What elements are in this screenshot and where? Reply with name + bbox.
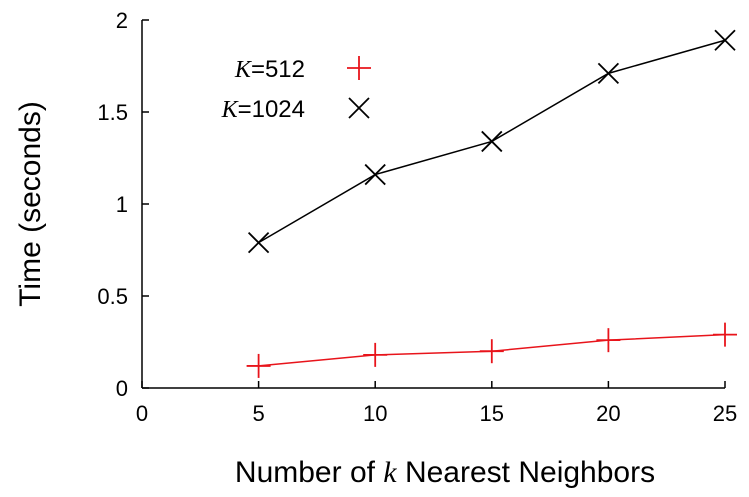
legend-label-value: =512 (251, 56, 305, 83)
data-point-k-512 (246, 353, 271, 378)
legend-label-var: K (234, 57, 253, 83)
legend-label-value: =1024 (238, 96, 305, 123)
x-tick-label: 25 (713, 401, 737, 426)
y-tick-label: 0.5 (97, 284, 128, 309)
axis-ticks: 0 5 10 15 20 25 0 0.5 1 1.5 2 (97, 8, 737, 426)
data-point-k-1024 (247, 232, 270, 254)
x-axis-title: Number of k Nearest Neighbors (235, 456, 655, 489)
data-point-k-512 (479, 339, 504, 364)
y-axis-title: Time (seconds) (14, 101, 47, 307)
data-point-k-1024 (714, 29, 736, 51)
data-point-k-512 (596, 328, 621, 353)
x-axis-title-part-2: Nearest Neighbors (397, 456, 655, 489)
x-tick-label: 5 (252, 401, 264, 426)
x-axis-title-part-1: Number of (235, 456, 383, 489)
series-k-1024 (247, 29, 736, 254)
x-tick-label: 0 (136, 401, 148, 426)
data-point-k-1024 (364, 163, 386, 186)
legend-label: K=512 (234, 56, 305, 83)
x-tick-label: 10 (363, 401, 387, 426)
series-k-512 (246, 322, 737, 378)
legend-label: K=1024 (221, 96, 305, 123)
data-point-k-512 (363, 342, 388, 367)
data-point-k-1024 (597, 62, 620, 84)
data-point-k-512 (713, 322, 737, 347)
data-point-k-1024 (481, 130, 503, 153)
legend-label-var: K (221, 97, 240, 123)
legend-entry-k-1024: K=1024 (221, 96, 370, 123)
y-tick-label: 2 (116, 8, 128, 33)
legend-marker-k-512 (347, 56, 371, 80)
legend-marker-k-1024 (348, 97, 370, 119)
y-tick-label: 1.5 (97, 100, 128, 125)
series-layer (246, 29, 737, 378)
y-tick-label: 1 (116, 192, 128, 217)
x-tick-label: 15 (480, 401, 504, 426)
plot-axes (141, 20, 725, 389)
x-axis-title-k: k (383, 456, 397, 489)
x-tick-label: 20 (596, 401, 620, 426)
y-tick-label: 0 (116, 376, 128, 401)
legend-entry-k-512: K=512 (234, 56, 371, 83)
